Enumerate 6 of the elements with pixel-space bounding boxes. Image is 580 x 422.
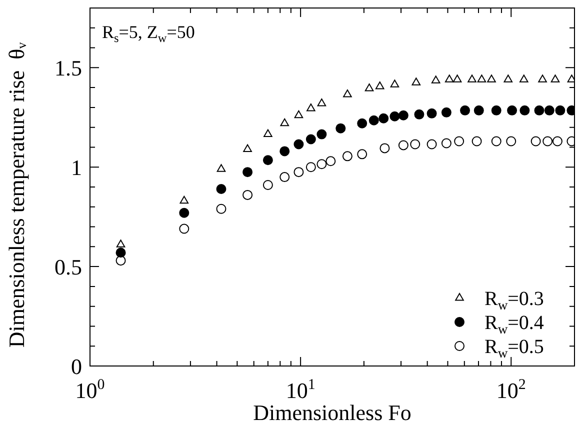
- x-axis-title: Dimensionless Fo: [253, 400, 412, 422]
- y-tick-label: 0.5: [54, 254, 82, 280]
- y-tick-label: 1.5: [54, 56, 82, 81]
- y-axis-title: Dimensionless temperature rise θᵥ: [4, 42, 29, 348]
- y-tick-label: 0: [71, 354, 82, 379]
- y-tick-label: 1: [71, 155, 82, 180]
